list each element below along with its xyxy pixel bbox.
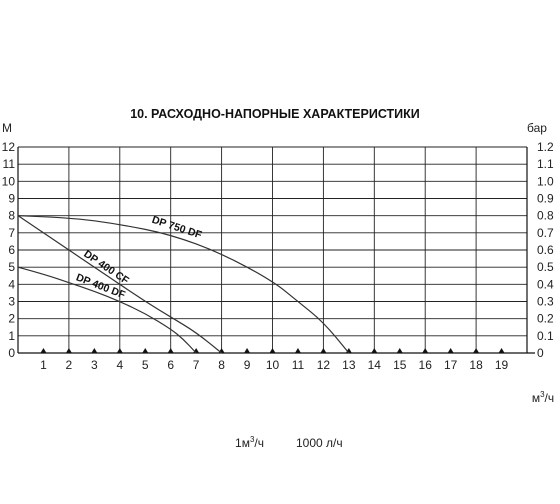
x-axis-unit: м3/ч <box>532 390 554 405</box>
y-tick-label: 1 <box>8 329 15 343</box>
series-lines <box>17 215 350 354</box>
y-tick-label: 5 <box>8 260 15 274</box>
x-tick-label: 5 <box>142 358 149 372</box>
y2-axis-label: бар <box>527 121 547 135</box>
x-tick-mark <box>371 348 378 353</box>
y2-tick-label: 0.7 <box>537 226 554 240</box>
x-tick-mark <box>167 348 174 353</box>
x-tick-mark <box>422 348 429 353</box>
y2-tick-label: 1.0 <box>537 174 554 188</box>
x-tick-label: 4 <box>116 358 123 372</box>
x-tick-label: 14 <box>368 358 382 372</box>
x-tick-mark <box>65 348 72 353</box>
x-tick-label: 6 <box>167 358 174 372</box>
unit-note-left: 1м3/ч <box>235 435 264 450</box>
y-tick-label: 10 <box>2 174 16 188</box>
x-tick-label: 2 <box>66 358 73 372</box>
y2-tick-label: 0.3 <box>537 295 554 309</box>
x-tick-mark <box>294 348 301 353</box>
x-tick-mark <box>498 348 505 353</box>
x-tick-mark <box>320 348 327 353</box>
y-tick-label: 9 <box>8 192 15 206</box>
x-tick-label: 18 <box>469 358 483 372</box>
y-tick-label: 8 <box>8 209 15 223</box>
y-tick-label: 7 <box>8 226 15 240</box>
series-line <box>17 266 197 354</box>
y2-tick-label: 0.4 <box>537 277 554 291</box>
y-tick-label: 3 <box>8 295 15 309</box>
x-tick-label: 1 <box>40 358 47 372</box>
x-tick-mark <box>40 348 47 353</box>
y2-tick-label: 0 <box>537 346 544 360</box>
x-tick-mark <box>91 348 98 353</box>
y2-tick-label: 1.1 <box>537 157 554 171</box>
x-tick-label: 3 <box>91 358 98 372</box>
x-tick-label: 15 <box>393 358 407 372</box>
y-tick-label: 11 <box>3 157 16 171</box>
series-line <box>17 215 222 354</box>
y-tick-label: 12 <box>2 140 16 154</box>
y-tick-label: 2 <box>8 312 15 326</box>
y-axis-label: М <box>2 121 12 135</box>
y2-tick-label: 0.5 <box>537 260 554 274</box>
x-tick-label: 13 <box>342 358 356 372</box>
y2-tick-label: 1.2 <box>537 140 554 154</box>
y-tick-label: 6 <box>8 243 15 257</box>
x-tick-label: 19 <box>495 358 509 372</box>
axes <box>17 147 535 354</box>
x-tick-mark <box>244 348 251 353</box>
y-tick-label: 0 <box>8 346 15 360</box>
tick-labels: 1 2 3 4 5 6 7 8 9 10 11 12 13 14 15 16 17 18 1901234567891… <box>2 140 554 372</box>
series-line <box>17 215 350 354</box>
x-tick-label: 7 <box>193 358 200 372</box>
x-tick-label: 8 <box>218 358 225 372</box>
x-tick-label: 10 <box>266 358 280 372</box>
y2-tick-label: 0.2 <box>537 312 554 326</box>
x-tick-mark <box>269 348 276 353</box>
x-tick-label: 9 <box>244 358 251 372</box>
y2-tick-label: 0.6 <box>537 243 554 257</box>
grid-lines <box>18 146 527 354</box>
y2-tick-label: 0.9 <box>537 192 554 206</box>
chart-title: 10. РАСХОДНО-НАПОРНЫЕ ХАРАКТЕРИСТИКИ <box>130 107 420 121</box>
y-tick-label: 4 <box>8 277 15 291</box>
x-tick-label: 12 <box>317 358 331 372</box>
x-tick-mark <box>142 348 149 353</box>
x-tick-label: 11 <box>292 358 305 372</box>
x-tick-label: 16 <box>419 358 433 372</box>
y2-tick-label: 0.8 <box>537 209 554 223</box>
x-tick-mark <box>473 348 480 353</box>
y2-tick-label: 0.1 <box>537 329 554 343</box>
x-tick-mark <box>447 348 454 353</box>
x-tick-mark <box>396 348 403 353</box>
unit-note-right: 1000 л/ч <box>296 436 343 450</box>
x-tick-mark <box>116 348 123 353</box>
x-tick-label: 17 <box>444 358 458 372</box>
